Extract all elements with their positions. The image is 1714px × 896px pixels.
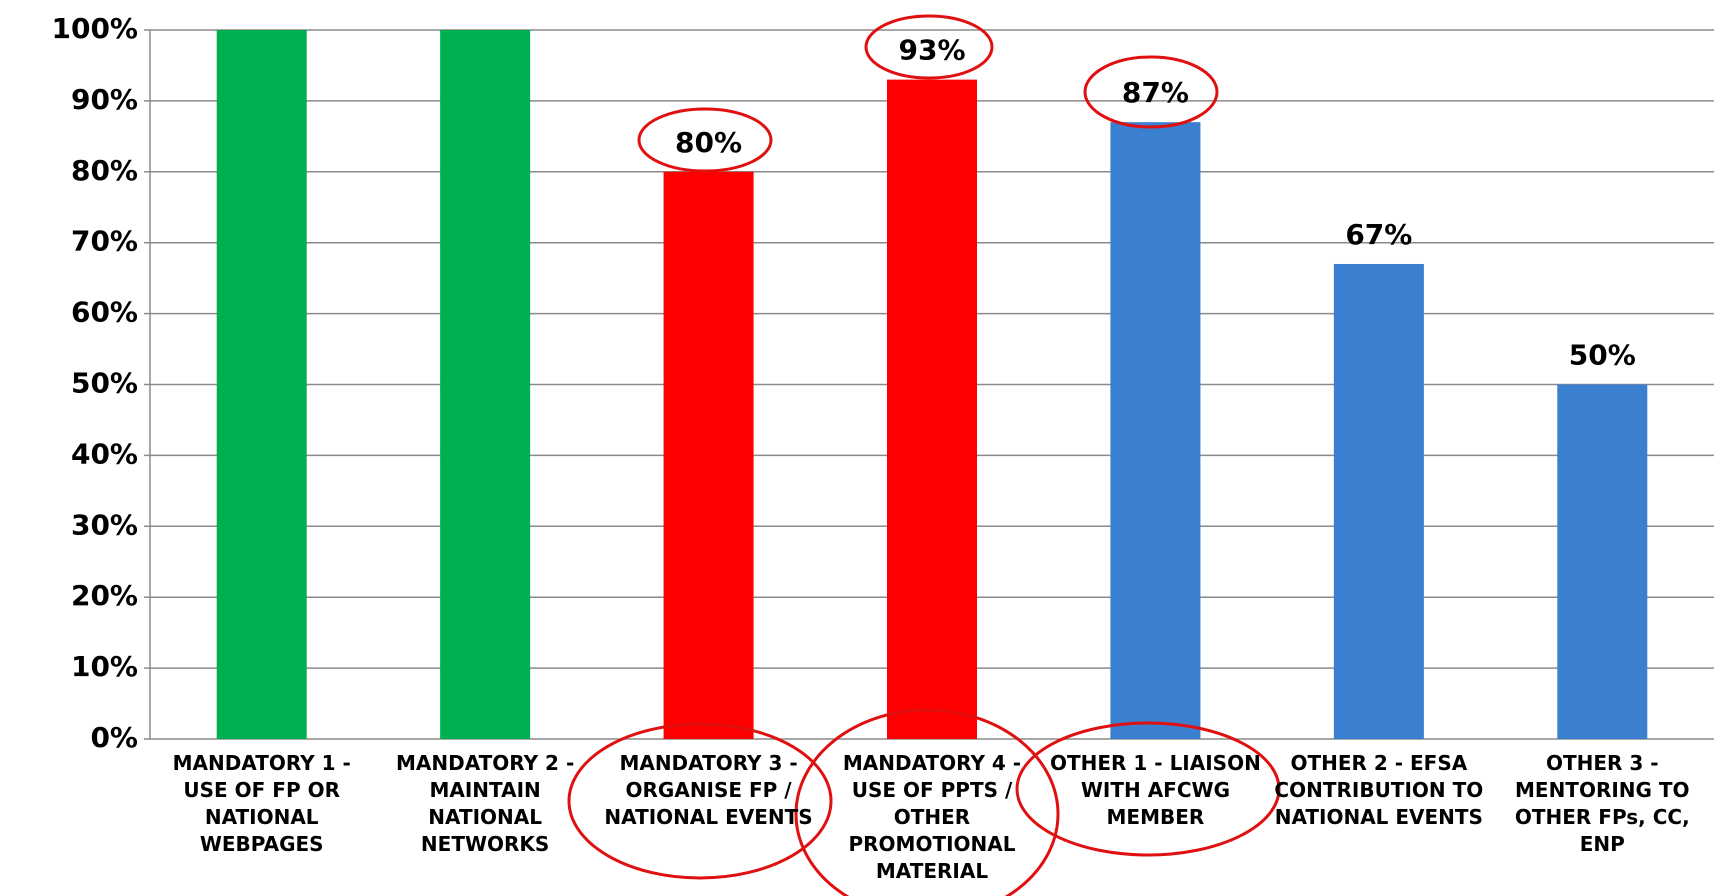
y-tick-label: 60% — [71, 296, 138, 329]
x-tick-label: OTHER 1 - LIAISON WITH AFCWG MEMBER — [1050, 751, 1261, 829]
x-tick-label: OTHER 2 - EFSA CONTRIBUTION TO NATIONAL … — [1274, 751, 1484, 829]
value-label: 50% — [1569, 339, 1636, 372]
y-tick-label: 100% — [51, 12, 138, 45]
value-label: 87% — [1122, 76, 1189, 109]
bar — [1110, 122, 1201, 740]
annotations — [567, 14, 1281, 896]
y-tick-label: 0% — [90, 721, 138, 754]
y-tick-label: 10% — [71, 650, 138, 683]
y-tick-label: 30% — [71, 508, 138, 541]
highlight-ellipse — [637, 107, 773, 173]
highlight-ellipse — [1083, 55, 1219, 129]
bar — [440, 30, 531, 739]
x-tick-label: MANDATORY 4 - USE OF PPTS / OTHER PROMOT… — [842, 751, 1022, 883]
highlight-ellipse — [864, 14, 994, 80]
x-tick-label: MANDATORY 1 - USE OF FP OR NATIONAL WEBP… — [172, 751, 351, 856]
bar — [887, 79, 977, 739]
y-tick-label: 70% — [71, 225, 138, 258]
x-tick-label: MANDATORY 2 - MAINTAIN NATIONAL NETWORKS — [396, 751, 575, 856]
bar — [663, 171, 754, 740]
y-tick-label: 90% — [71, 83, 138, 116]
bar — [1557, 384, 1648, 739]
highlight-ellipse — [567, 722, 833, 880]
y-tick-label: 50% — [71, 367, 138, 400]
bar — [1333, 263, 1424, 739]
y-tick-label: 40% — [71, 437, 138, 470]
x-tick-label: MANDATORY 3 - ORGANISE FP / NATIONAL EVE… — [604, 751, 813, 829]
x-tick-label: OTHER 3 - MENTORING TO OTHER FPs, CC, EN… — [1514, 751, 1690, 856]
value-label: 67% — [1345, 218, 1412, 251]
highlight-ellipse — [1015, 721, 1281, 857]
value-label: 93% — [898, 34, 965, 67]
highlight-ellipse — [794, 708, 1060, 896]
bar — [216, 30, 307, 739]
y-tick-label: 80% — [71, 154, 138, 187]
value-label: 80% — [675, 126, 742, 159]
y-tick-label: 20% — [71, 579, 138, 612]
